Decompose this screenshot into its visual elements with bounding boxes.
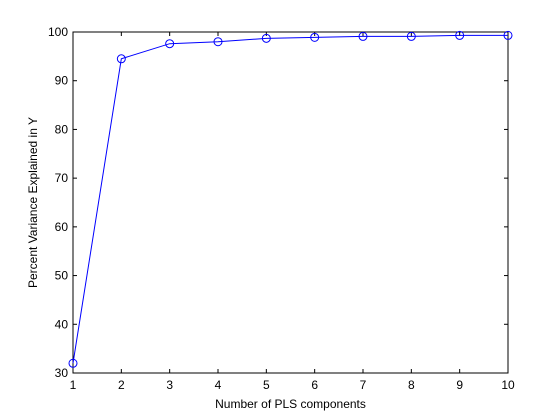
data-point (213, 37, 223, 47)
data-point (261, 33, 271, 43)
series-line (72, 34, 508, 364)
x-tick-label: 7 (360, 378, 367, 392)
data-point (165, 39, 175, 49)
y-tick-label: 60 (55, 220, 69, 234)
x-tick-label: 2 (118, 378, 125, 392)
data-point (503, 30, 513, 40)
x-axis-label: Number of PLS components (215, 397, 366, 411)
y-tick-label: 40 (55, 317, 69, 331)
data-point (406, 31, 416, 41)
data-point (68, 358, 78, 368)
y-tick-label: 30 (55, 366, 69, 380)
x-tick-label: 3 (166, 378, 173, 392)
data-point (455, 30, 465, 40)
y-axis-label: Percent Variance Explained in Y (26, 117, 40, 288)
y-tick-label: 90 (55, 74, 69, 88)
y-tick-label: 50 (55, 269, 69, 283)
y-tick-label: 80 (55, 122, 69, 136)
data-point (310, 32, 320, 42)
y-axis-ticks: 30 40 50 60 70 80 90 100 (48, 25, 508, 380)
x-tick-label: 9 (456, 378, 463, 392)
x-tick-label: 6 (311, 378, 318, 392)
y-tick-label: 100 (48, 25, 68, 39)
x-tick-label: 5 (263, 378, 270, 392)
y-tick-label: 70 (55, 171, 69, 185)
data-point (358, 31, 368, 41)
x-tick-label: 10 (501, 378, 515, 392)
data-point (116, 54, 126, 64)
x-tick-label: 4 (215, 378, 222, 392)
x-tick-label: 1 (70, 378, 77, 392)
plot-area (72, 31, 509, 374)
x-tick-label: 8 (408, 378, 415, 392)
series-layer (68, 30, 513, 368)
